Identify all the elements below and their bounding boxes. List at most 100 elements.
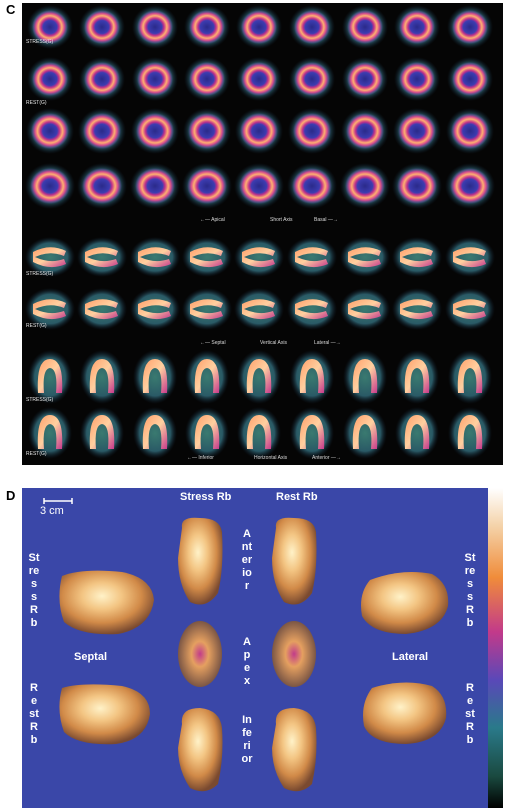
panel-c-label: C xyxy=(6,2,16,17)
slice-0-1 xyxy=(79,5,125,49)
slice-3-4 xyxy=(234,163,284,209)
slice-1-3 xyxy=(184,57,230,101)
short-axis-apical: ←— Apical xyxy=(200,217,225,223)
slice-2-7 xyxy=(393,108,441,154)
stress-septal-heart xyxy=(59,570,154,635)
slice-7-4 xyxy=(237,407,281,459)
slice-7-1 xyxy=(80,407,124,459)
slice-5-0 xyxy=(25,288,75,330)
panel-d-label: D xyxy=(6,488,16,503)
slice-0-6 xyxy=(342,5,388,49)
slice-7-8 xyxy=(448,407,492,459)
slice-0-3 xyxy=(184,5,230,49)
horizontal-axis-inferior: ←— Inferior xyxy=(187,455,214,461)
horizontal-axis-anterior: Anterior —→ xyxy=(312,455,341,461)
slice-4-5 xyxy=(287,237,337,277)
slice-5-5 xyxy=(287,288,337,330)
row-label-rest-1: REST(G) xyxy=(26,100,47,106)
slice-0-7 xyxy=(394,5,440,49)
slice-0-5 xyxy=(289,5,335,49)
slice-6-0 xyxy=(28,350,72,404)
slice-7-3 xyxy=(185,407,229,459)
stress-inferior-heart xyxy=(178,708,223,792)
spect-slice-panel: STRESS(G) REST(G) STRESS(G) REST(G) STRE… xyxy=(22,3,503,465)
slice-0-0 xyxy=(27,5,73,49)
slice-4-7 xyxy=(392,237,442,277)
slice-2-4 xyxy=(235,108,283,154)
slice-1-0 xyxy=(27,57,73,101)
slice-5-7 xyxy=(392,288,442,330)
slice-6-1 xyxy=(80,350,124,404)
short-axis-basal: Basal —→ xyxy=(314,217,338,223)
slice-4-1 xyxy=(77,237,127,277)
slice-3-7 xyxy=(392,163,442,209)
rest-apex-heart xyxy=(272,621,316,687)
slice-1-5 xyxy=(289,57,335,101)
slice-4-3 xyxy=(182,237,232,277)
slice-3-8 xyxy=(445,163,495,209)
slice-1-6 xyxy=(342,57,388,101)
polar-3d-panel: 3 cm Stress Rb Rest Rb Septal Lateral An… xyxy=(22,488,503,808)
slice-7-7 xyxy=(395,407,439,459)
row-label-stress-2: STRESS(G) xyxy=(26,271,54,277)
slice-2-5 xyxy=(288,108,336,154)
stress-apex-heart xyxy=(178,621,222,687)
stress-lateral-heart xyxy=(361,572,449,634)
slice-2-1 xyxy=(78,108,126,154)
slice-7-6 xyxy=(343,407,387,459)
slice-3-3 xyxy=(182,163,232,209)
slice-7-2 xyxy=(133,407,177,459)
slice-6-7 xyxy=(395,350,439,404)
septal-label: Septal xyxy=(74,651,108,663)
row-label-stress-1: STRESS(G) xyxy=(26,39,54,45)
slice-5-2 xyxy=(130,288,180,330)
row-label-rest-2: REST(G) xyxy=(26,323,47,329)
slice-0-4 xyxy=(236,5,282,49)
rest-anterior-heart xyxy=(272,517,317,605)
vertical-axis-lateral: Lateral —→ xyxy=(314,340,341,346)
slice-1-2 xyxy=(132,57,178,101)
slice-6-3 xyxy=(185,350,229,404)
slice-5-4 xyxy=(234,288,284,330)
slice-1-1 xyxy=(79,57,125,101)
slice-4-6 xyxy=(340,237,390,277)
left-rest-rb-label: Rest Rb xyxy=(29,682,39,746)
slice-3-0 xyxy=(25,163,75,209)
slice-2-3 xyxy=(183,108,231,154)
slice-6-6 xyxy=(343,350,387,404)
color-scale-bar xyxy=(488,488,503,808)
lateral-label: Lateral xyxy=(392,651,429,663)
slice-0-8 xyxy=(447,5,493,49)
slice-3-6 xyxy=(340,163,390,209)
slice-5-3 xyxy=(182,288,232,330)
slice-3-5 xyxy=(287,163,337,209)
slice-3-2 xyxy=(130,163,180,209)
slice-1-4 xyxy=(236,57,282,101)
rest-septal-heart xyxy=(59,684,150,745)
stress-anterior-heart xyxy=(178,517,223,605)
row-label-stress-3: STRESS(G) xyxy=(26,397,54,403)
slice-2-2 xyxy=(131,108,179,154)
vertical-axis-septal: ←— Septal xyxy=(200,340,226,346)
rest-lateral-heart xyxy=(363,682,447,744)
slice-1-8 xyxy=(447,57,493,101)
slice-6-5 xyxy=(290,350,334,404)
scale-text: 3 cm xyxy=(40,505,64,517)
rest-inferior-heart xyxy=(272,708,317,792)
slice-1-7 xyxy=(394,57,440,101)
slice-0-2 xyxy=(132,5,178,49)
left-stress-rb-label: Stress Rb xyxy=(28,552,40,629)
slice-2-6 xyxy=(341,108,389,154)
slice-5-6 xyxy=(340,288,390,330)
slice-2-0 xyxy=(26,108,74,154)
stress-rb-top-label: Stress Rb xyxy=(180,491,232,503)
slice-5-8 xyxy=(445,288,495,330)
slice-4-4 xyxy=(234,237,284,277)
apex-label: Apex xyxy=(243,636,251,687)
slice-6-4 xyxy=(237,350,281,404)
slice-2-8 xyxy=(446,108,494,154)
slice-4-2 xyxy=(130,237,180,277)
right-rest-rb-label: Rest Rb xyxy=(465,682,475,746)
slice-3-1 xyxy=(77,163,127,209)
inferior-label: Inferior xyxy=(241,714,253,765)
